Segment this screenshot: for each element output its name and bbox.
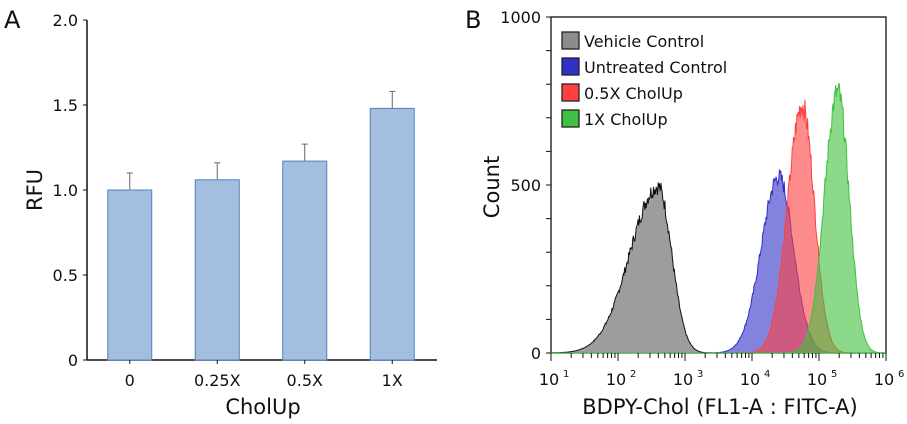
legend-label: 1X CholUp <box>584 110 668 129</box>
x-tick-exponent: 5 <box>831 369 837 380</box>
y-tick-label: 1.0 <box>53 181 78 200</box>
bar-0 <box>107 189 153 361</box>
bar-1X <box>369 107 415 361</box>
x-tick-label: 10 <box>539 370 559 389</box>
x-tick-label: 10 <box>606 370 626 389</box>
y-tick-label: 0.5 <box>53 266 78 285</box>
x-tick-label: 10 <box>740 370 760 389</box>
x-tick-label: 1X <box>382 371 403 390</box>
y-tick-label: 0 <box>68 351 78 370</box>
x-tick-label: 0 <box>125 371 135 390</box>
x-axis-label-a: CholUp <box>225 395 300 419</box>
y-tick-label: 2.0 <box>53 11 78 30</box>
y-tick-label: 1000 <box>500 8 541 27</box>
y-axis-label-a: RFU <box>23 169 47 211</box>
legend-label: Vehicle Control <box>584 32 704 51</box>
legend-swatch <box>561 31 580 50</box>
legend-swatch <box>561 57 580 76</box>
y-tick-label: 500 <box>510 176 541 195</box>
bar-0.25X <box>194 179 240 361</box>
x-tick-label: 10 <box>673 370 693 389</box>
legend: Vehicle Control Untreated Control 0.5X Cho… <box>561 31 727 129</box>
x-tick-exponent: 1 <box>563 369 569 380</box>
x-axis-label-b: BDPY-Chol (FL1-A : FITC-A) <box>582 395 857 419</box>
panel-label-a: A <box>4 6 21 34</box>
bar-0.5X <box>282 160 328 361</box>
x-tick-label: 0.5X <box>287 371 323 390</box>
histogram-1x-cholup <box>551 82 886 354</box>
panel-label-b: B <box>465 6 481 34</box>
x-tick-exponent: 2 <box>630 369 636 380</box>
legend-label: 0.5X CholUp <box>584 84 683 103</box>
y-axis-label-b: Count <box>480 156 504 218</box>
y-tick-label: 0 <box>531 344 541 363</box>
legend-swatch <box>561 83 580 102</box>
legend-label: Untreated Control <box>584 58 727 77</box>
y-tick-label: 1.5 <box>53 96 78 115</box>
bar-chart-rfu: 0 0.5 1.0 1.5 2.0 0 0.25X 0.5X 1X <box>53 11 437 390</box>
x-tick-label: 10 <box>874 370 894 389</box>
histogram-count: 0 500 1000 10 1 10 2 10 3 10 4 10 5 10 6 <box>500 8 904 389</box>
x-tick-exponent: 6 <box>898 369 904 380</box>
x-tick-label: 10 <box>807 370 827 389</box>
legend-swatch <box>561 109 580 128</box>
x-tick-exponent: 4 <box>764 369 770 380</box>
x-tick-label: 0.25X <box>194 371 241 390</box>
x-tick-exponent: 3 <box>697 369 703 380</box>
